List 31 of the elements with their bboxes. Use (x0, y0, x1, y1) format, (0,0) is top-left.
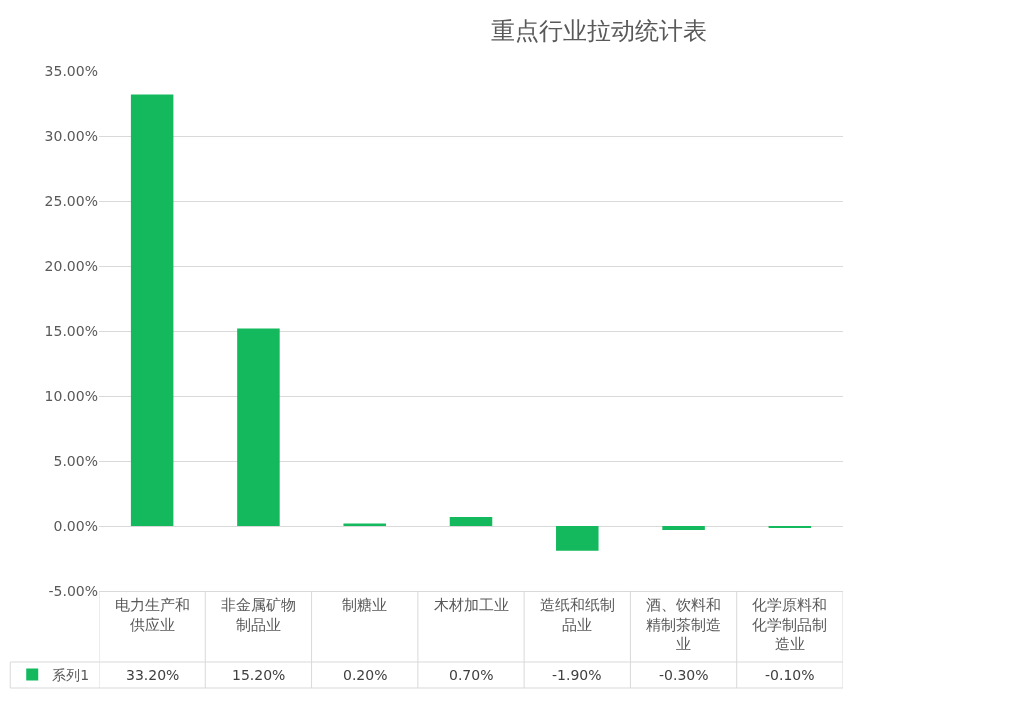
bar (556, 526, 599, 551)
y-tick-label: 20.00% (44, 257, 98, 274)
data-label: -0.10% (765, 667, 815, 683)
x-tick-label: 木材加工业 (433, 596, 509, 614)
y-tick-label: 25.00% (44, 192, 98, 209)
data-label: 33.20% (126, 667, 180, 683)
chart-title: 重点行业拉动统计表 (490, 17, 707, 46)
x-tick-label: 非金属矿物制品业 (220, 596, 296, 634)
bar (449, 516, 493, 526)
x-tick-label: 化学原料和化学制品制造业 (752, 596, 828, 653)
legend-label: 系列1 (52, 667, 90, 684)
bar (237, 328, 280, 526)
data-label: 0.20% (343, 667, 388, 683)
y-tick-label: 5.00% (53, 452, 98, 469)
data-label: 0.70% (449, 667, 494, 683)
bar (662, 526, 705, 530)
data-label: -1.90% (552, 667, 602, 683)
bar (343, 523, 386, 526)
y-tick-label: 0.00% (53, 517, 98, 534)
y-tick-label: 35.00% (44, 62, 98, 79)
x-tick-label: 制糖业 (342, 596, 388, 614)
x-tick-label: 电力生产和供应业 (114, 596, 190, 634)
y-tick-label: 10.00% (44, 387, 98, 404)
data-label: -0.30% (659, 667, 709, 683)
y-tick-label: -5.00% (48, 582, 98, 599)
y-tick-label: 30.00% (44, 127, 98, 144)
y-tick-label: 15.00% (44, 322, 98, 339)
data-label: 15.20% (232, 667, 286, 683)
x-tick-label: 酒、饮料和精制茶制造业 (646, 596, 722, 653)
x-tick-label: 造纸和纸制品业 (539, 596, 615, 634)
bar (130, 94, 174, 526)
